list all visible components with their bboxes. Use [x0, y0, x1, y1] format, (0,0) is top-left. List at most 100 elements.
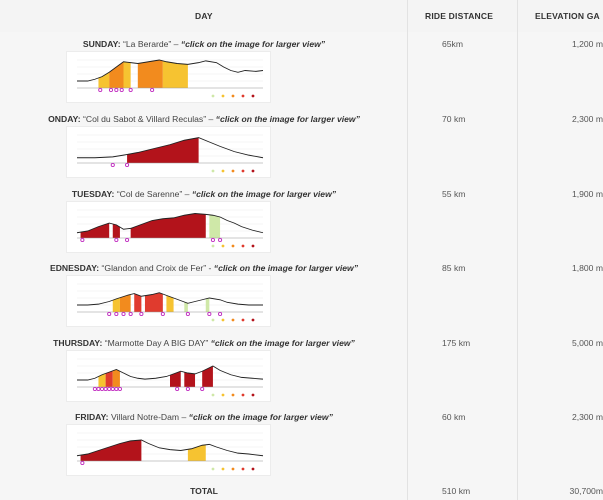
climb-segment: [137, 60, 163, 88]
elevation-gain: 1,200 m: [571, 39, 603, 49]
profile-svg: [77, 59, 264, 98]
elevation-gain: 2,300 m: [571, 412, 603, 422]
row-title: FRIDAY: Villard Notre-Dam – “click on th…: [0, 412, 408, 422]
climb-segment: [170, 371, 181, 387]
elevation-profile-image[interactable]: [66, 350, 271, 402]
elevation-line: [77, 365, 264, 381]
legend-swatch: [231, 393, 235, 397]
legend-swatch: [251, 318, 255, 322]
legend-swatch: [251, 94, 255, 98]
total-label: TOTAL: [190, 486, 218, 496]
click-for-larger-view-link[interactable]: “click on the image for larger view”: [213, 263, 359, 273]
waypoint-marker: [121, 311, 126, 317]
waypoint-marker: [218, 311, 223, 317]
day-label: THURSDAY:: [53, 338, 103, 348]
waypoint-marker: [114, 311, 119, 317]
elevation-line: [76, 439, 264, 457]
legend-swatch: [251, 169, 255, 173]
table-row: EDNESDAY: “Glandon and Croix de Fer” - “…: [0, 256, 603, 331]
legend-swatch: [211, 467, 215, 471]
elevation-gain: 2,300 m: [571, 114, 603, 124]
climb-segment: [119, 294, 131, 312]
waypoint-marker: [218, 237, 223, 243]
route-name: Villard Notre-Dam –: [110, 412, 187, 422]
table-row: SUNDAY: “La Berarde” – “click on the ima…: [0, 32, 603, 107]
route-name: “Col de Sarenne” –: [116, 189, 190, 199]
climb-segment: [209, 214, 221, 238]
legend-swatch: [221, 393, 225, 397]
legend-swatch: [211, 244, 215, 248]
waypoint-marker: [114, 386, 119, 392]
table-row: FRIDAY: Villard Notre-Dam – “click on th…: [0, 405, 603, 480]
waypoint-marker: [119, 87, 124, 93]
climb-segment: [202, 366, 213, 387]
climb-segment: [80, 223, 110, 238]
elevation-profile-image[interactable]: [66, 275, 271, 327]
click-for-larger-view-link[interactable]: “click on the image for larger view”: [215, 114, 360, 124]
legend-swatch: [221, 318, 225, 322]
waypoint-marker: [107, 311, 112, 317]
waypoint-marker: [117, 386, 122, 392]
climb-segment: [166, 295, 174, 312]
ride-distance: 175 km: [442, 338, 471, 348]
waypoint-marker: [125, 162, 130, 168]
profile-svg: [76, 209, 264, 248]
climb-segment: [105, 370, 113, 387]
climb-segment: [134, 293, 142, 312]
climb-segment: [112, 297, 120, 312]
waypoint-marker: [114, 87, 119, 93]
elevation-gain: 1,900 m: [571, 189, 603, 199]
click-for-larger-view-link[interactable]: “click on the image for larger view”: [191, 189, 337, 199]
climb-segment: [123, 61, 131, 88]
waypoint-marker: [207, 311, 212, 317]
legend-swatch: [211, 318, 215, 322]
climb-segment: [109, 61, 124, 88]
climb-segment: [184, 301, 188, 312]
legend-swatch: [211, 169, 215, 173]
profile-svg: [76, 432, 264, 471]
profile-svg: [77, 283, 263, 322]
climb-segment: [144, 292, 163, 312]
legend-swatch: [251, 467, 255, 471]
total-elevation: 30,700m: [569, 486, 603, 496]
legend-swatch: [221, 169, 225, 173]
table-row: THURSDAY: “Marmotte Day A BIG DAY” “clic…: [0, 331, 603, 406]
waypoint-marker: [185, 386, 190, 392]
click-for-larger-view-link[interactable]: “click on the image for larger view”: [180, 39, 326, 49]
elevation-profile-image[interactable]: [66, 201, 271, 253]
legend-swatch: [221, 467, 225, 471]
ride-distance: 70 km: [442, 114, 466, 124]
waypoint-marker: [128, 311, 133, 317]
waypoint-marker: [150, 87, 155, 93]
click-for-larger-view-link[interactable]: “click on the image for larger view”: [188, 412, 333, 422]
elevation-profile-image[interactable]: [66, 126, 271, 178]
waypoint-marker: [125, 237, 130, 243]
route-name: “Col du Sabot & Villard Reculas” –: [83, 114, 214, 124]
climb-segment: [130, 213, 206, 238]
ride-distance: 85 km: [442, 263, 466, 273]
elevation-profile-image[interactable]: [66, 424, 271, 476]
total-distance: 510 km: [442, 486, 471, 496]
waypoint-marker: [210, 237, 215, 243]
climb-segment: [112, 369, 120, 387]
climb-segment: [112, 224, 120, 238]
elevation-profile-image[interactable]: [66, 51, 271, 103]
row-title: SUNDAY: “La Berarde” – “click on the ima…: [0, 39, 408, 49]
waypoint-marker: [114, 237, 119, 243]
click-for-larger-view-link[interactable]: “click on the image for larger view”: [210, 338, 355, 348]
legend-swatch: [241, 169, 245, 173]
waypoint-marker: [98, 87, 103, 93]
table-row: TUESDAY: “Col de Sarenne” – “click on th…: [0, 182, 603, 257]
waypoint-marker: [80, 237, 85, 243]
climb-segment: [127, 137, 199, 163]
legend-swatch: [241, 318, 245, 322]
waypoint-marker: [107, 386, 112, 392]
header-elevation-gain: ELEVATION GA: [535, 11, 600, 21]
elevation-line: [77, 137, 264, 159]
waypoint-marker: [108, 87, 114, 93]
day-label: SUNDAY:: [82, 39, 121, 49]
climb-segment: [98, 72, 110, 88]
route-name: “La Berarde” –: [123, 39, 179, 49]
elevation-gain: 1,800 m: [571, 263, 603, 273]
waypoint-marker: [110, 386, 115, 392]
